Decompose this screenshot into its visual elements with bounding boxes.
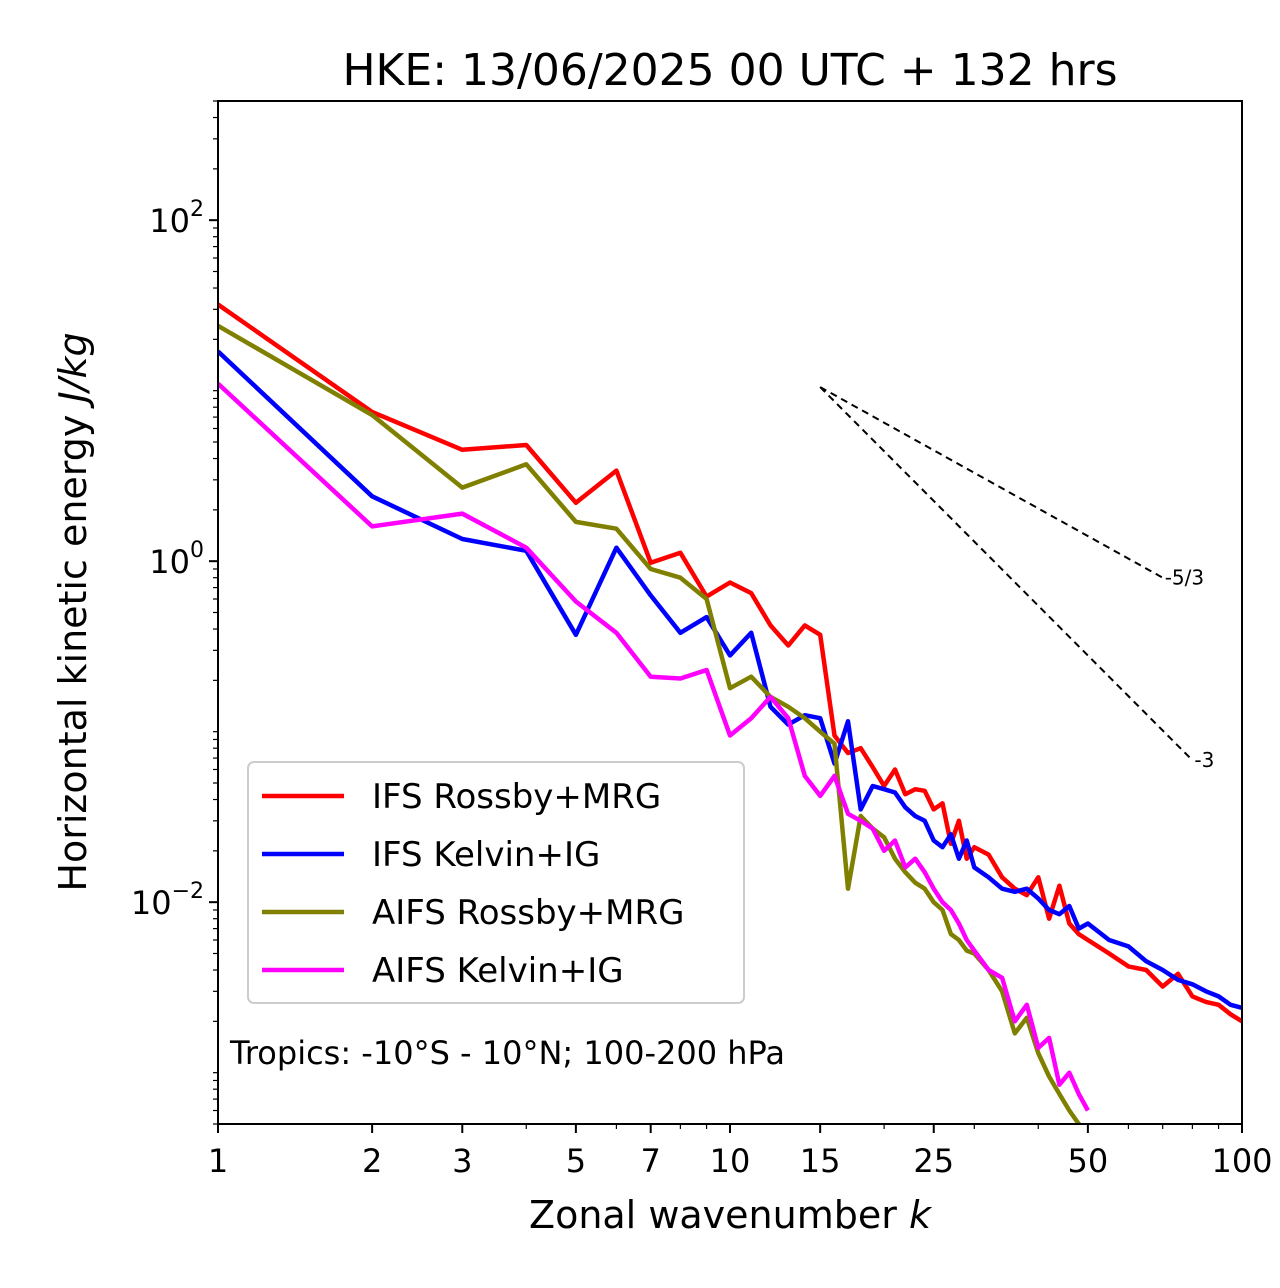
x-tick-label: 1 (208, 1142, 228, 1180)
reference-slope-lines: -5/3 -3 (819, 386, 1214, 772)
x-axis-label: Zonal wavenumber k (529, 1193, 933, 1237)
series-lines (218, 302, 1242, 1124)
x-tick-label: 3 (452, 1142, 472, 1180)
legend-label: AIFS Kelvin+IG (372, 951, 624, 991)
y-axis-ticks: 10−2 100 102 (131, 100, 218, 1125)
reference-line-0 (819, 386, 1164, 579)
y-tick-label: 102 (149, 197, 204, 240)
y-axis-label: Horizontal kinetic energy J/kg (51, 332, 95, 891)
legend-label: IFS Kelvin+IG (372, 835, 600, 875)
y-tick-label: 100 (149, 538, 204, 581)
x-tick-label: 5 (566, 1142, 586, 1180)
legend: IFS Rossby+MRG IFS Kelvin+IG AIFS Rossby+M… (247, 761, 745, 1004)
y-tick-label: 10−2 (131, 879, 204, 922)
x-tick-label: 7 (641, 1142, 661, 1180)
reference-line-1 (819, 386, 1194, 761)
x-axis-ticks: 1 2 3 5 7 10 15 25 50 100 (208, 1124, 1273, 1180)
legend-box (247, 761, 745, 1004)
series-line-3 (218, 381, 1090, 1112)
x-tick-label: 10 (710, 1142, 751, 1180)
reference-line-label-1: -3 (1194, 748, 1214, 772)
x-tick-label: 50 (1068, 1142, 1109, 1180)
legend-label: AIFS Rossby+MRG (372, 893, 684, 933)
x-tick-label: 2 (362, 1142, 382, 1180)
series-line-0 (218, 302, 1242, 1024)
x-tick-label: 25 (913, 1142, 954, 1180)
reference-line-label-0: -5/3 (1165, 566, 1204, 590)
legend-label: IFS Rossby+MRG (372, 777, 661, 817)
region-annotation: Tropics: -10°S - 10°N; 100-200 hPa (229, 1034, 785, 1072)
chart-title: HKE: 13/06/2025 00 UTC + 132 hrs (342, 45, 1117, 96)
x-tick-label: 15 (800, 1142, 841, 1180)
x-tick-label: 100 (1211, 1142, 1272, 1180)
series-line-1 (218, 349, 1242, 1010)
series-line-2 (218, 323, 1083, 1124)
